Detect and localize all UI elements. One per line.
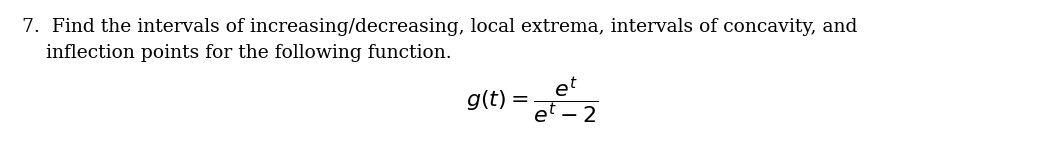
Text: inflection points for the following function.: inflection points for the following func… [22, 44, 451, 62]
Text: $g(t) = \dfrac{e^t}{e^t - 2}$: $g(t) = \dfrac{e^t}{e^t - 2}$ [466, 76, 598, 126]
Text: 7.  Find the intervals of increasing/decreasing, local extrema, intervals of con: 7. Find the intervals of increasing/decr… [22, 18, 858, 36]
